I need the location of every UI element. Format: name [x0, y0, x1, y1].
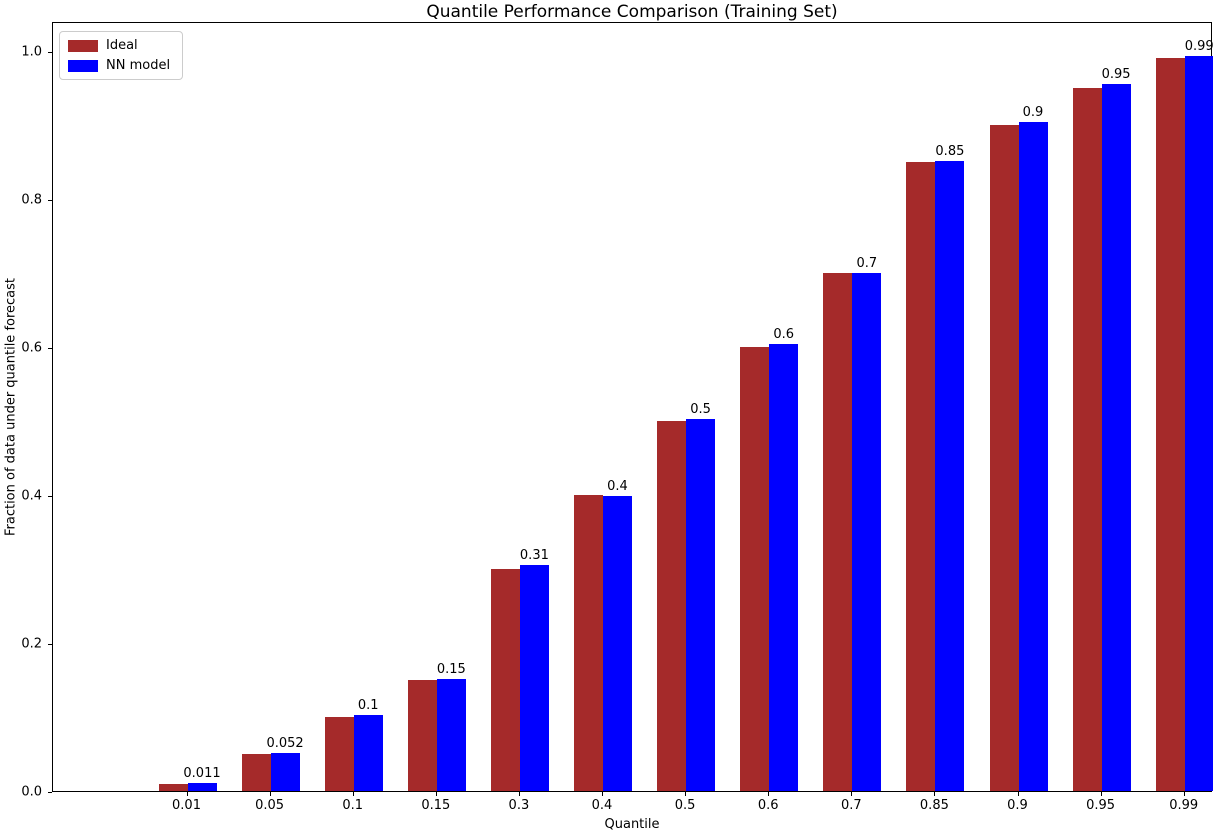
y-tick-mark [48, 347, 52, 349]
x-tick-mark [851, 792, 853, 796]
bar-value-label: 0.15 [436, 662, 466, 678]
bar-value-label: 0.1 [357, 698, 379, 714]
plot-area: Ideal NN model 0.011 0.052 0.1 0.15 0.31 0.4 0.… [52, 22, 1213, 792]
x-tick-label: 0.95 [1086, 798, 1116, 813]
bar-nn-model [769, 343, 799, 791]
legend-swatch [68, 59, 98, 72]
x-tick-label: 0.7 [840, 798, 862, 813]
chart-title: Quantile Performance Comparison (Trainin… [426, 2, 838, 22]
y-tick-mark [48, 199, 52, 201]
y-tick-mark [48, 51, 52, 53]
bar-nn-model [935, 160, 965, 791]
bar-nn-model [686, 418, 716, 791]
bar-ideal [657, 420, 687, 791]
x-tick-mark [518, 792, 520, 796]
x-tick-label: 0.01 [172, 798, 201, 813]
bar-value-label: 0.95 [1101, 66, 1131, 82]
bar-value-label: 0.99 [1184, 38, 1213, 54]
x-tick-label: 0.99 [1169, 798, 1199, 813]
x-tick-mark [435, 792, 437, 796]
y-tick-label: 1.0 [21, 44, 42, 60]
y-axis-label: Fraction of data under quantile forecast [3, 277, 19, 537]
bar-ideal [407, 679, 437, 791]
x-tick-label: 0.4 [591, 798, 613, 813]
bar-nn-model [519, 565, 549, 791]
bar-value-label: 0.85 [935, 143, 965, 159]
legend-entry: Ideal [68, 38, 170, 53]
bar-nn-model [852, 272, 882, 791]
bar-value-label: 0.052 [266, 735, 304, 751]
x-axis-label: Quantile [604, 817, 660, 832]
bar-nn-model [187, 782, 217, 791]
x-tick-label: 0.3 [508, 798, 530, 813]
bar-nn-model [1184, 55, 1213, 791]
bar-value-label: 0.6 [773, 326, 795, 342]
x-tick-mark [1017, 792, 1019, 796]
x-tick-label: 0.05 [255, 798, 285, 813]
bar-ideal [906, 161, 936, 791]
bar-ideal [490, 568, 520, 791]
x-tick-mark [352, 792, 354, 796]
bar-value-label: 0.5 [690, 401, 711, 417]
x-tick-label: 0.1 [342, 798, 364, 813]
legend-entry: NN model [68, 58, 170, 73]
legend-swatch [68, 39, 98, 52]
legend-label: NN model [106, 58, 171, 73]
bar-nn-model [1101, 83, 1131, 791]
legend: Ideal NN model [59, 31, 184, 80]
bar-ideal [324, 716, 354, 791]
x-tick-mark [602, 792, 603, 796]
x-tick-mark [269, 792, 271, 796]
legend-label: Ideal [106, 38, 138, 53]
x-tick-mark [186, 792, 188, 796]
bar-nn-model [1018, 122, 1048, 791]
x-tick-mark [934, 792, 936, 796]
bar-value-label: 0.4 [607, 479, 628, 495]
y-tick-label: 0.4 [21, 488, 42, 504]
bar-value-label: 0.011 [183, 765, 221, 781]
bar-ideal [740, 346, 770, 791]
bar-ideal [823, 272, 853, 791]
x-tick-mark [1183, 792, 1185, 796]
bar-value-label: 0.9 [1022, 105, 1044, 121]
y-tick-label: 0.2 [21, 636, 42, 652]
x-tick-mark [1100, 792, 1102, 796]
x-tick-mark [685, 792, 687, 796]
y-tick-mark [48, 643, 52, 645]
bar-ideal [241, 753, 271, 791]
bar-nn-model [603, 496, 632, 791]
bar-ideal [1155, 58, 1185, 791]
bar-value-label: 0.7 [856, 255, 878, 271]
bar-ideal [574, 494, 603, 791]
bar-nn-model [270, 752, 300, 791]
x-tick-label: 0.6 [757, 798, 779, 813]
y-tick-label: 0.8 [21, 192, 42, 208]
bar-nn-model [353, 715, 383, 791]
x-tick-label: 0.9 [1007, 798, 1028, 813]
bar-nn-model [436, 679, 466, 791]
y-tick-label: 0.0 [21, 784, 42, 800]
x-tick-label: 0.85 [919, 798, 949, 813]
x-tick-label: 0.5 [674, 798, 696, 813]
x-tick-mark [768, 792, 770, 796]
bar-value-label: 0.31 [519, 548, 549, 564]
bar-ideal [158, 783, 188, 791]
bar-ideal [1072, 87, 1102, 791]
bar-ideal [989, 124, 1019, 791]
y-tick-label: 0.6 [21, 340, 42, 356]
y-tick-mark [48, 495, 52, 497]
y-tick-mark [48, 792, 52, 793]
x-tick-label: 0.15 [421, 798, 451, 813]
